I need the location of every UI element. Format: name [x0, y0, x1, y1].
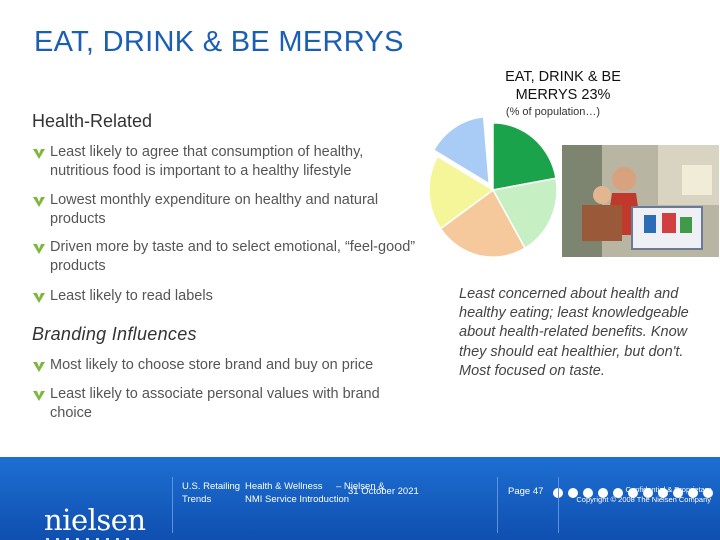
copyright-label: Copyright © 2008 The Nielsen Company — [576, 495, 711, 504]
footer-divider — [497, 477, 498, 533]
page-number: Page 47 — [508, 486, 544, 497]
footer-date: 31 October 2021 — [348, 486, 419, 497]
nielsen-logo-dots — [46, 528, 136, 540]
health-related-heading: Health-Related — [32, 111, 153, 131]
footer-divider — [172, 477, 173, 533]
segment-pie-chart — [428, 116, 558, 258]
branding-bullet-2: Least likely to associate personal value… — [32, 385, 417, 423]
health-bullet-1-text: Least likely to agree that consumption o… — [50, 144, 364, 179]
health-bullet-3-text: Driven more by taste and to select emoti… — [50, 239, 416, 274]
branding-bullet-1-text: Most likely to choose store brand and bu… — [50, 357, 374, 373]
pie-slice-5 — [432, 116, 491, 186]
bullet-diamond-icon — [33, 391, 45, 401]
pie-slice-4 — [428, 155, 495, 230]
pie-slice-1 — [492, 122, 557, 191]
pie-slice-2 — [491, 177, 558, 250]
pie-subtitle: (% of population…) — [505, 106, 601, 118]
bullet-diamond-icon — [33, 244, 45, 254]
shopper-photo-illustration — [562, 145, 719, 257]
footer-text-b: Health & Wellness — [245, 481, 323, 492]
shopper-photo — [562, 145, 719, 257]
bullet-diamond-icon — [33, 197, 45, 207]
footer-text-e: NMI Service Introduction — [245, 494, 350, 505]
footer-text-a: U.S. Retailing — [182, 481, 241, 492]
pie-title-line1: EAT, DRINK & BE — [505, 69, 621, 85]
health-bullet-2-text: Lowest monthly expenditure on healthy an… — [50, 192, 379, 227]
branding-bullet-2-text: Least likely to associate personal value… — [50, 386, 380, 421]
footer-bar: nielsen U.S. Retailing Health & Wellness… — [0, 457, 720, 540]
health-bullet-4: Least likely to read labels — [32, 287, 417, 306]
health-bullet-3: Driven more by taste and to select emoti… — [32, 238, 417, 276]
footer-text-c: Trends — [182, 494, 212, 505]
branding-influences-heading: Branding Influences — [32, 324, 197, 344]
bullet-diamond-icon — [33, 362, 45, 372]
bullet-diamond-icon — [33, 149, 45, 159]
pie-title: EAT, DRINK & BE MERRYS 23% — [478, 68, 648, 104]
health-bullet-2: Lowest monthly expenditure on healthy an… — [32, 191, 417, 229]
pie-title-line2: MERRYS 23% — [515, 87, 611, 103]
confidential-label: Confidential & Proprietary — [625, 485, 711, 494]
health-bullet-4-text: Least likely to read labels — [50, 288, 213, 304]
footer-text-d: – Nielsen & — [336, 481, 385, 492]
health-bullet-1: Least likely to agree that consumption o… — [32, 143, 417, 181]
nielsen-logo: nielsen — [44, 503, 146, 537]
bullet-diamond-icon — [33, 293, 45, 303]
pie-slice-3 — [439, 188, 527, 258]
branding-bullet-1: Most likely to choose store brand and bu… — [32, 356, 417, 375]
footer-divider — [558, 477, 559, 533]
segment-description: Least concerned about health and healthy… — [459, 286, 689, 379]
slide-title: EAT, DRINK & BE MERRYS — [34, 26, 404, 58]
